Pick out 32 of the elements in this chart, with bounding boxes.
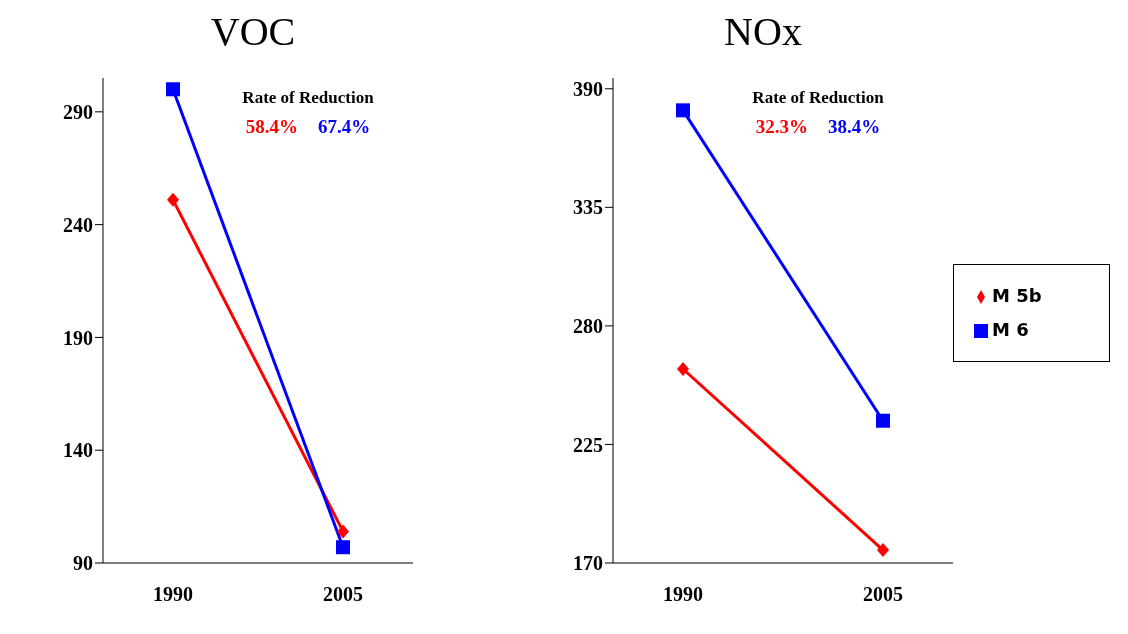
point	[876, 413, 890, 428]
annotation: 58.4%	[245, 116, 298, 137]
legend-label: M 6	[992, 319, 1029, 340]
y-tick-label: 280	[573, 314, 603, 337]
legend-label: M 5b	[992, 285, 1042, 306]
x-tick-label: 1990	[663, 583, 703, 606]
chart-title: VOC	[209, 8, 297, 55]
point	[167, 192, 179, 207]
annotation: Rate of Reduction	[241, 88, 375, 108]
x-tick-label: 1990	[153, 583, 193, 606]
point	[677, 362, 689, 376]
y-tick-label: 390	[573, 77, 603, 100]
annotation: Rate of Reduction	[751, 88, 885, 108]
y-tick-label: 190	[63, 326, 93, 349]
x-tick-label: 2005	[323, 583, 363, 606]
y-tick-label: 90	[73, 552, 93, 575]
y-tick-label: 140	[63, 439, 93, 462]
point	[337, 524, 349, 539]
y-tick-label: 170	[573, 552, 603, 575]
y-tick-label: 335	[573, 196, 603, 219]
point	[166, 82, 180, 97]
annotation: 67.4%	[318, 116, 371, 137]
point	[877, 543, 889, 558]
x-tick-label: 2005	[863, 583, 903, 606]
point	[676, 103, 690, 118]
annotation: 32.3%	[755, 116, 808, 137]
y-tick-label: 290	[63, 100, 93, 123]
chart-title: NOx	[723, 8, 803, 55]
y-tick-label: 225	[573, 433, 603, 456]
y-tick-label: 240	[63, 213, 93, 236]
annotation: 38.4%	[828, 116, 881, 137]
point	[336, 540, 350, 555]
